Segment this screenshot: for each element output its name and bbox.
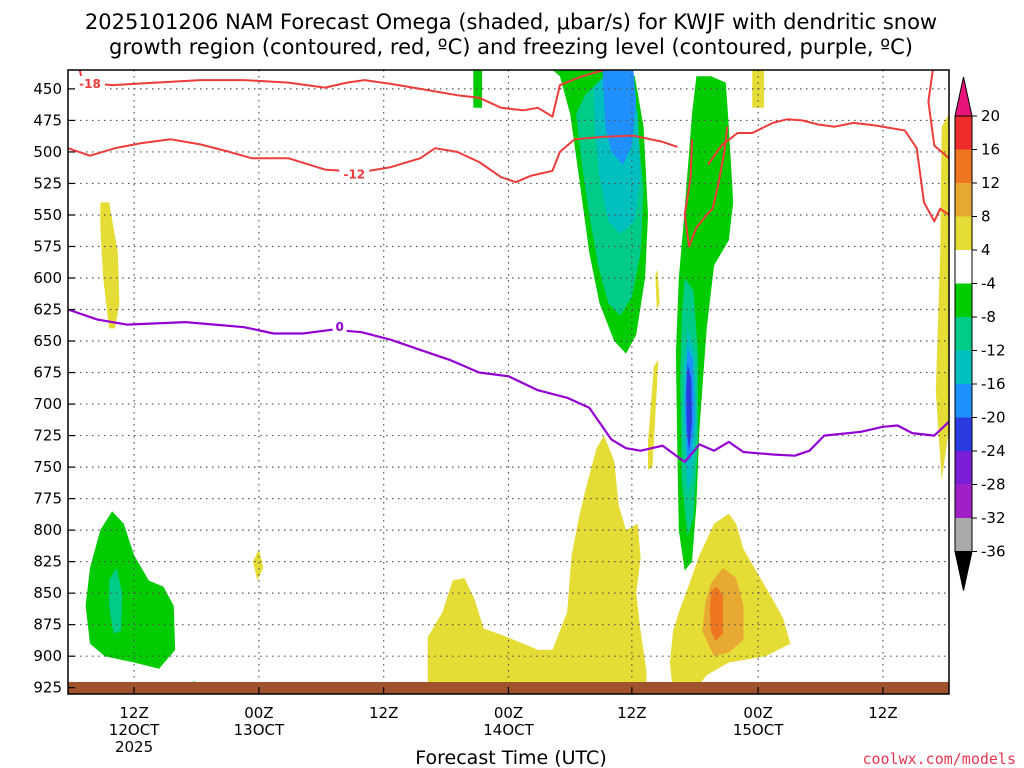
- contour-labels: -18 -12 0: [75, 75, 370, 335]
- dgz-contour-label-bg-0: [75, 75, 106, 91]
- omega-region-sinking-spot2-yellow: [655, 269, 660, 310]
- gridlines: [68, 70, 949, 694]
- y-tick-label-500: 500: [33, 143, 62, 161]
- colorbar-label-1: 16: [981, 141, 1000, 159]
- colorbar-label-4: 4: [981, 241, 991, 259]
- x-tick-label-2-1: 12Z: [369, 704, 398, 722]
- colorbar-bin-11: [955, 484, 972, 518]
- freezing-contour-label-bg-0: [332, 319, 347, 335]
- colorbar-label-7: -12: [981, 342, 1006, 360]
- y-tick-label-575: 575: [33, 237, 62, 255]
- temperature-contours: [68, 70, 949, 464]
- colorbar-bin-5: [955, 283, 972, 317]
- x-axis-label: Forecast Time (UTC): [415, 747, 606, 768]
- freezing-contour-label-0: 0: [335, 320, 343, 334]
- x-tick-label-3-2: 14OCT: [483, 721, 534, 739]
- dgz-contour-label-bg-3: [339, 166, 370, 182]
- omega-region-rising-main-blue: [602, 70, 637, 165]
- y-tick-label-550: 550: [33, 206, 62, 224]
- omega-region-rising-column-core: [686, 363, 692, 452]
- colorbar-bin-1: [955, 149, 972, 183]
- colorbar-bin-6: [955, 317, 972, 351]
- dgz-contour-label-0: -18: [79, 77, 101, 91]
- omega-region-sinking-edge-yellow: [935, 114, 949, 480]
- colorbar-label-9: -20: [981, 409, 1006, 427]
- colorbar-label-5: -4: [981, 275, 996, 293]
- colorbar-label-2: 12: [981, 174, 1000, 192]
- colorbar-bin-9: [955, 417, 972, 451]
- colorbar-label-3: 8: [981, 208, 991, 226]
- x-tick-label-0-3: 2025: [115, 738, 153, 756]
- omega-region-rising-lowleft-teal: [109, 567, 123, 634]
- y-axis-pressure-levels: 450 475 500 525 550 575 600 625 650 675 700 725 750 7…: [33, 80, 75, 697]
- dgz-contour-4: [683, 126, 729, 248]
- colorbar-label-6: -8: [981, 308, 996, 326]
- colorbar-bin-12: [955, 518, 972, 552]
- y-tick-label-600: 600: [33, 269, 62, 287]
- x-tick-label-5-2: 15OCT: [733, 721, 784, 739]
- x-tick-label-1-2: 13OCT: [234, 721, 285, 739]
- dgz-contour-2: [927, 70, 949, 159]
- y-tick-label-700: 700: [33, 395, 62, 413]
- colorbar-bin-top: [954, 76, 973, 117]
- y-tick-label-875: 875: [33, 616, 62, 634]
- chart-title-line2: growth region (contoured, red, ºC) and f…: [109, 35, 913, 59]
- y-tick-label-450: 450: [33, 80, 62, 98]
- omega-region-sinking-lower-yellow: [427, 435, 647, 694]
- colorbar-bin-10: [955, 451, 972, 485]
- colorbar-label-11: -28: [981, 476, 1006, 494]
- y-tick-label-625: 625: [33, 301, 62, 319]
- omega-region-rising-top-green: [473, 70, 483, 108]
- x-tick-label-0-1: 12Z: [119, 704, 148, 722]
- x-tick-label-4-1: 12Z: [617, 704, 646, 722]
- dgz-contour-1: [707, 118, 949, 223]
- y-tick-label-825: 825: [33, 553, 62, 571]
- x-tick-label-6-1: 12Z: [868, 704, 897, 722]
- y-tick-label-725: 725: [33, 427, 62, 445]
- y-tick-label-925: 925: [33, 679, 62, 697]
- y-tick-label-750: 750: [33, 458, 62, 476]
- y-tick-label-675: 675: [33, 364, 62, 382]
- y-tick-label-900: 900: [33, 647, 62, 665]
- x-tick-label-0-2: 12OCT: [109, 721, 160, 739]
- omega-region-sinking-spot-yellow: [253, 549, 264, 581]
- credit-text: coolwx.com/models: [862, 750, 1016, 768]
- dgz-contour-label-3: -12: [343, 168, 365, 182]
- y-tick-label-525: 525: [33, 174, 62, 192]
- colorbar-bin-0: [955, 116, 972, 150]
- colorbar-bin-2: [955, 183, 972, 217]
- colorbar-bin-bottom: [954, 551, 973, 591]
- dgz-contour-0: [78, 70, 605, 118]
- colorbar: 20 16 12 8 4 -4 -8 -12 -16 -20 -24 -28 -32 -36: [954, 76, 1006, 591]
- colorbar-label-12: -32: [981, 509, 1006, 527]
- colorbar-label-0: 20: [981, 107, 1000, 125]
- omega-region-sinking-left-yellow: [100, 202, 120, 329]
- y-tick-label-850: 850: [33, 584, 62, 602]
- colorbar-bin-4: [955, 250, 972, 284]
- y-tick-label-475: 475: [33, 111, 62, 129]
- dgz-contour-3: [68, 134, 678, 184]
- x-tick-label-3-1: 00Z: [494, 704, 523, 722]
- chart-title-line1: 2025101206 NAM Forecast Omega (shaded, μ…: [85, 10, 937, 34]
- colorbar-label-10: -24: [981, 442, 1006, 460]
- colorbar-bin-8: [955, 384, 972, 418]
- freezing-contour-0: [68, 308, 949, 464]
- y-tick-label-800: 800: [33, 521, 62, 539]
- y-tick-label-650: 650: [33, 332, 62, 350]
- colorbar-label-8: -16: [981, 375, 1006, 393]
- colorbar-bin-7: [955, 350, 972, 384]
- colorbar-label-13: -36: [981, 543, 1006, 561]
- omega-region-rising-lowleft-green: [85, 511, 176, 669]
- colorbar-bin-3: [955, 216, 972, 250]
- x-tick-label-1-1: 00Z: [244, 704, 273, 722]
- omega-region-sinking-right-orange: [709, 586, 723, 642]
- omega-region-sinking-mid-yellow: [648, 359, 659, 470]
- x-tick-label-5-1: 00Z: [743, 704, 772, 722]
- y-tick-label-775: 775: [33, 490, 62, 508]
